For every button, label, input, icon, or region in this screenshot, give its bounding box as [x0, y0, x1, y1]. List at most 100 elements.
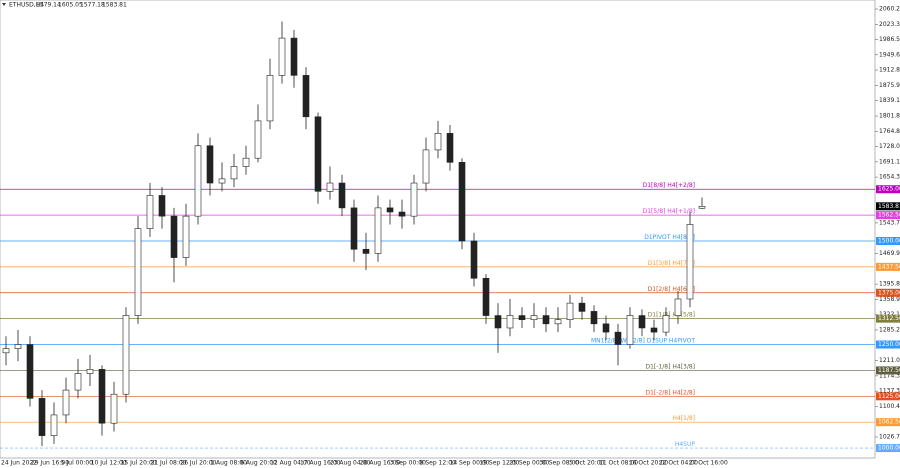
level-name: D1[2/8] H4[6/8] — [648, 286, 695, 293]
header-icon — [2, 3, 6, 6]
level-name: D1PIVOT H4[8/8] — [644, 234, 695, 241]
level-name: H4SUP — [675, 441, 696, 448]
y-tick-label: 1839.10 — [879, 97, 900, 104]
candle-body — [14, 344, 22, 349]
candle-body — [194, 145, 202, 217]
candle-body — [554, 319, 562, 325]
level-price-box — [876, 237, 900, 246]
x-tick-label: 23 Aug 04:00 — [330, 460, 371, 467]
candle-body — [86, 369, 94, 374]
candle-body — [50, 414, 58, 436]
level-price-box — [876, 211, 900, 220]
level-name: D1[8/8] H4[+2/8] — [643, 182, 695, 189]
level-price-box — [876, 392, 900, 401]
level-price-box — [876, 366, 900, 375]
last-price-box — [876, 202, 900, 211]
candle-body — [158, 195, 166, 217]
y-tick-label: 2023.35 — [879, 21, 900, 28]
level-price: 1375.00 — [878, 289, 900, 296]
level-price: 1187.50 — [878, 367, 900, 374]
candle-body — [530, 315, 538, 320]
x-tick-label: 24 Jun 2022 — [1, 460, 37, 467]
level-name: MN1[2/8] W1[2/8] D1SUP H4PIVOT — [591, 338, 695, 345]
candle-body — [566, 302, 574, 320]
header-high: 1605.05 — [58, 2, 83, 9]
candle-body — [686, 224, 694, 300]
candle-body — [74, 373, 82, 391]
candle-body — [170, 215, 178, 258]
y-tick-label: 1395.80 — [879, 281, 900, 288]
x-tick-label: 28 Aug 16:00 — [360, 460, 401, 467]
candle-body — [362, 248, 370, 254]
candle-body — [410, 182, 418, 217]
x-tick-label: 6 Aug 20:00 — [240, 460, 277, 467]
candle-body — [326, 182, 334, 192]
candle-body — [122, 315, 130, 395]
level-price: 1125.00 — [878, 393, 900, 400]
level-price: 1312.50 — [878, 315, 900, 322]
candle-body — [386, 207, 394, 213]
candle-body — [602, 323, 610, 333]
candle-body — [482, 277, 490, 316]
candle-body — [662, 315, 670, 333]
level-price-box — [876, 288, 900, 297]
x-tick-label: 19 Sep 12:00 — [479, 460, 519, 467]
level-price-box — [876, 262, 900, 271]
candle-body — [2, 348, 10, 354]
candle-body — [26, 344, 34, 399]
candle-body — [206, 145, 214, 184]
candle-body — [470, 240, 478, 279]
candle-body — [374, 207, 382, 254]
candle-body — [134, 228, 142, 316]
y-tick-label: 1137.30 — [879, 388, 900, 395]
y-tick-label: 1801.80 — [879, 113, 900, 120]
candle-body — [614, 331, 622, 345]
level-price: 1500.00 — [878, 238, 900, 245]
candle-body — [242, 157, 250, 167]
x-tick-label: 5 Jul 00:00 — [61, 460, 93, 467]
candle-body — [146, 195, 154, 229]
y-tick-label: 1100.45 — [879, 403, 900, 410]
x-tick-label: 17 Aug 16:00 — [300, 460, 341, 467]
x-tick-label: 12 Aug 04:00 — [270, 460, 311, 467]
symbol-title: ETHUSD,H4 — [9, 2, 44, 9]
candle-body — [674, 298, 682, 316]
y-tick-label: 1764.85 — [879, 128, 900, 135]
x-tick-label: 15 Jul 20:00 — [121, 460, 157, 467]
x-tick-label: 8 Sep 12:00 — [420, 460, 456, 467]
y-tick-label: 1986.50 — [879, 36, 900, 43]
x-tick-label: 22 Oct 04:00 — [659, 460, 698, 467]
y-tick-label: 1543.75 — [879, 219, 900, 226]
y-tick-label: 1654.30 — [879, 174, 900, 181]
candle-body — [626, 315, 634, 345]
y-tick-label: 1875.95 — [879, 82, 900, 89]
candle-body — [638, 315, 646, 329]
candle-body — [350, 207, 358, 250]
x-tick-label: 30 Sep 08:00 — [539, 460, 579, 467]
x-tick-label: 21 Jul 08:00 — [151, 460, 187, 467]
candle-body — [542, 315, 550, 325]
header-close: 1583.81 — [102, 2, 127, 9]
header-open: 1579.14 — [36, 2, 61, 9]
x-tick-label: 25 Sep 00:00 — [509, 460, 549, 467]
y-tick-label: 1285.25 — [879, 326, 900, 333]
candle-body — [494, 315, 502, 329]
candle-body — [446, 133, 454, 163]
candle-body — [218, 178, 226, 184]
header-low: 1577.18 — [80, 2, 105, 9]
y-tick-label: 1912.80 — [879, 67, 900, 74]
y-tick-label: 1949.65 — [879, 51, 900, 58]
y-tick-label: 1691.15 — [879, 158, 900, 165]
level-name: D1[-2/8] H4[2/8] — [645, 389, 695, 396]
level-price: 1625.00 — [878, 186, 900, 193]
candle-body — [290, 37, 298, 76]
level-price-box — [876, 185, 900, 194]
candle-body — [578, 302, 586, 312]
x-tick-label: 27 Oct 16:00 — [689, 460, 728, 467]
level-name: D1[1/8] H4[5/8] — [648, 312, 695, 319]
x-tick-label: 14 Sep 00:00 — [450, 460, 490, 467]
candle-body — [38, 398, 46, 436]
candle-body — [230, 166, 238, 180]
level-price-box — [876, 314, 900, 323]
